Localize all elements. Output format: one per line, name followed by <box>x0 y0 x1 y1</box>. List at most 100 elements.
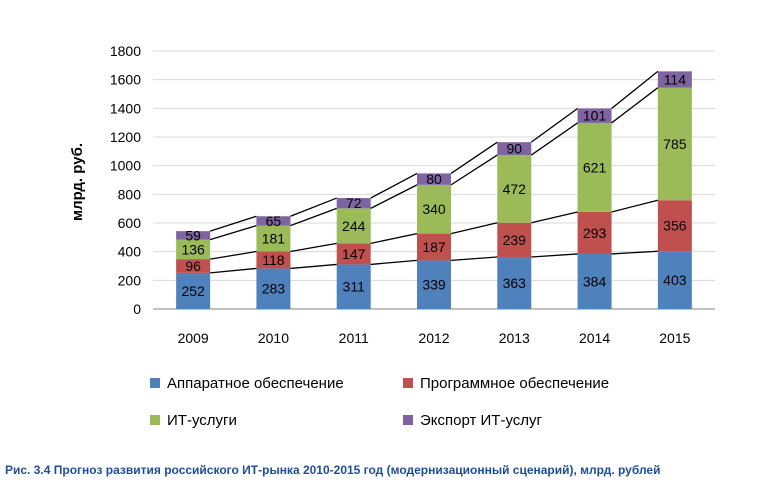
bar-segment <box>417 184 451 234</box>
x-tick-label: 2010 <box>258 330 289 346</box>
y-tick-label: 1400 <box>110 100 141 116</box>
data-label: 472 <box>503 181 527 197</box>
y-tick-label: 0 <box>133 301 141 317</box>
bar-segment <box>256 251 291 269</box>
series-line <box>450 141 498 174</box>
data-label: 384 <box>583 273 607 289</box>
legend: Аппаратное обеспечение Программное обеспе… <box>150 375 609 429</box>
bar-segment <box>336 208 371 244</box>
legend-swatch <box>403 415 413 425</box>
data-label: 239 <box>503 232 527 248</box>
series-line <box>370 172 418 199</box>
bar-segment <box>336 264 371 309</box>
y-tick-label: 200 <box>118 272 142 288</box>
series-line <box>531 211 578 224</box>
data-labels: 252 283 311 339 363 384 403 96 118 147 187 239 293 35… <box>181 72 686 299</box>
y-tick-label: 1000 <box>110 158 141 174</box>
x-tick-label: 2014 <box>579 330 610 346</box>
legend-label: Экспорт ИТ-услуг <box>420 412 543 429</box>
bar-segment <box>497 155 532 223</box>
data-label: 363 <box>503 275 527 291</box>
y-axis-label: млрд. руб. <box>69 143 86 221</box>
x-tick-label: 2009 <box>178 330 209 346</box>
bar-segment <box>336 243 371 265</box>
series-line <box>370 259 418 266</box>
bar-segment <box>336 198 371 209</box>
series-line <box>611 87 659 124</box>
bar-segment <box>497 222 532 257</box>
series-lines <box>209 70 659 274</box>
data-label: 340 <box>422 201 446 217</box>
data-label: 118 <box>262 252 285 268</box>
series-line <box>290 197 337 217</box>
data-label: 293 <box>583 225 607 241</box>
data-label: 72 <box>346 195 362 211</box>
series-line <box>450 222 498 235</box>
data-label: 181 <box>262 231 286 247</box>
series-line <box>209 215 257 232</box>
data-label: 187 <box>422 239 446 255</box>
series-line <box>530 107 578 143</box>
y-tick-label: 1200 <box>110 129 141 145</box>
bar-segment <box>417 233 451 261</box>
y-tick-label: 800 <box>118 186 142 202</box>
series-line <box>611 70 659 109</box>
series-line <box>210 267 257 274</box>
series-line <box>290 207 337 227</box>
data-label: 339 <box>422 277 446 293</box>
y-tick-label: 400 <box>118 244 142 260</box>
figure-caption: Рис. 3.4 Прогноз развития российского ИТ… <box>5 463 660 477</box>
bar-segment <box>657 87 692 201</box>
series-line <box>450 256 498 262</box>
y-tick-label: 1800 <box>110 43 141 59</box>
x-axis: 2009 2010 2011 2012 2013 2014 2015 <box>178 330 691 346</box>
bar-segment <box>497 256 532 309</box>
series-line <box>290 263 337 270</box>
legend-label: Программное обеспечение <box>420 375 609 392</box>
bar-segment <box>417 260 451 309</box>
series-line <box>611 199 659 213</box>
data-label: 621 <box>583 159 607 175</box>
bar-segment <box>657 251 692 309</box>
legend-label: ИТ-услуги <box>167 412 237 429</box>
bar-segment <box>176 272 211 309</box>
data-label: 283 <box>262 281 286 297</box>
bar-segment <box>256 268 291 309</box>
data-label: 244 <box>342 218 366 234</box>
bar-segment <box>176 259 211 273</box>
series-line <box>370 184 418 209</box>
series-line <box>209 224 257 241</box>
data-label: 65 <box>266 213 282 229</box>
series-line <box>450 154 498 186</box>
data-label: 96 <box>185 258 201 274</box>
bar-segment <box>577 211 612 254</box>
bar-segment <box>577 253 612 309</box>
series-line <box>531 253 578 258</box>
y-tick-label: 600 <box>118 215 142 231</box>
data-label: 252 <box>181 283 205 299</box>
data-label: 136 <box>181 241 205 257</box>
series-line <box>530 122 578 156</box>
series-line <box>290 242 337 253</box>
data-label: 403 <box>663 272 687 288</box>
data-label: 785 <box>663 136 687 152</box>
data-label: 59 <box>185 227 201 243</box>
data-label: 101 <box>583 108 607 124</box>
y-axis: 0 200 400 600 800 1000 1200 1400 1600 1800 <box>110 43 141 317</box>
bar-segment <box>657 71 692 88</box>
series-line <box>611 250 658 255</box>
y-tick-label: 1600 <box>110 72 141 88</box>
bars <box>176 71 692 309</box>
bar-segment <box>497 142 532 156</box>
x-tick-label: 2013 <box>499 330 530 346</box>
bar-segment <box>256 225 291 252</box>
x-tick-label: 2011 <box>339 330 369 346</box>
bar-segment <box>577 122 612 212</box>
bar-segment <box>577 108 612 123</box>
legend-label: Аппаратное обеспечение <box>167 375 344 392</box>
data-label: 311 <box>343 279 366 295</box>
legend-swatch <box>403 378 413 388</box>
legend-swatch <box>150 378 160 388</box>
series-line <box>210 250 257 260</box>
